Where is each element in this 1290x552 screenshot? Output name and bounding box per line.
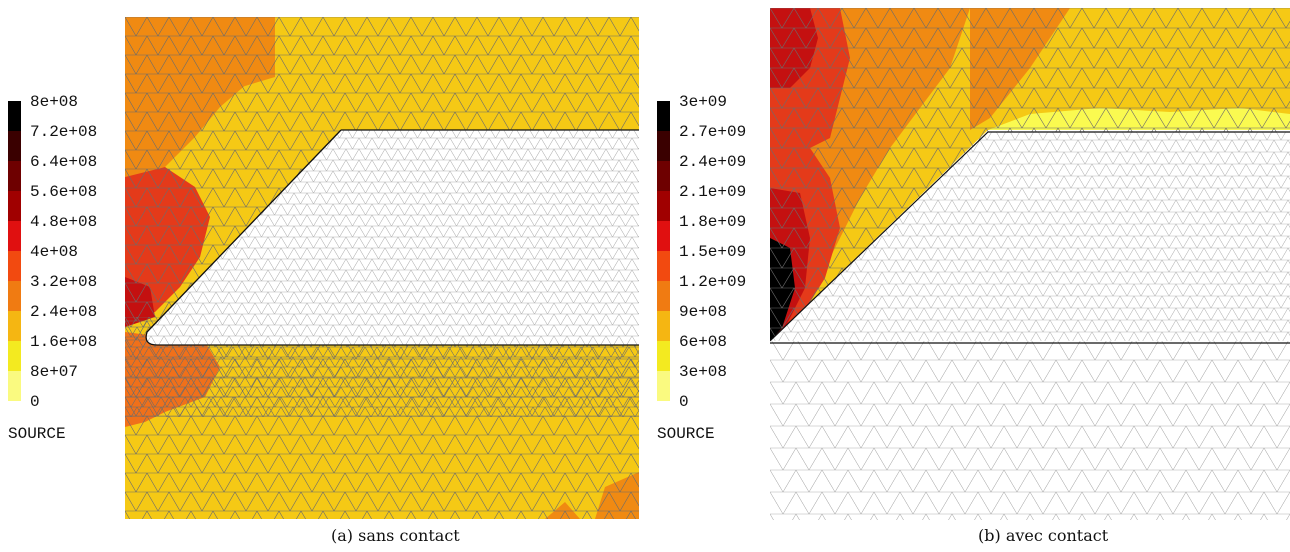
colorbar-tick-label: 2.4e+08 [30, 303, 98, 321]
mesh-svg-b [770, 8, 1290, 520]
tool-insert-mesh [146, 130, 639, 345]
colorbar-title: SOURCE [657, 425, 715, 443]
colorbar-b [657, 101, 670, 401]
colorbar-swatch [657, 371, 670, 401]
colorbar-tick-label: 9e+08 [679, 303, 728, 321]
colorbar-swatch [8, 371, 21, 401]
colorbar-labels-a: 8e+08 7.2e+08 6.4e+08 5.6e+08 4.8e+08 4e… [30, 93, 98, 425]
colorbar-tick-label: 2.7e+09 [679, 123, 747, 141]
colorbar-swatch [657, 101, 670, 131]
colorbar-swatch [657, 161, 670, 191]
colorbar-tick-label: 3e+08 [679, 363, 728, 381]
tool-insert-mesh [770, 132, 1290, 341]
colorbar-tick-label: 1.5e+09 [679, 243, 747, 261]
colorbar-tick-label: 2.1e+09 [679, 183, 747, 201]
colorbar-swatch [8, 341, 21, 371]
mesh-plot-a [125, 17, 639, 519]
colorbar-swatch [8, 221, 21, 251]
colorbar-tick-label: 7.2e+08 [30, 123, 98, 141]
colorbar-swatch [657, 131, 670, 161]
caption-a: (a) sans contact [331, 526, 460, 545]
panel-sans-contact: 8e+08 7.2e+08 6.4e+08 5.6e+08 4.8e+08 4e… [8, 17, 639, 545]
colorbar-swatch [8, 101, 21, 131]
tool-outline [770, 131, 1290, 344]
mesh-svg-a [125, 17, 639, 519]
caption-b: (b) avec contact [978, 526, 1109, 545]
colorbar-swatch [657, 191, 670, 221]
colorbar-swatch [8, 281, 21, 311]
colorbar-tick-label: 3.2e+08 [30, 273, 98, 291]
colorbar-swatch [657, 221, 670, 251]
colorbar-tick-label: 6e+08 [679, 333, 728, 351]
colorbar-tick-label: 4.8e+08 [30, 213, 98, 231]
colorbar-tick-label: 3e+09 [679, 93, 728, 111]
tool-outline [145, 129, 639, 346]
colorbar-swatch [657, 341, 670, 371]
colorbar-swatch [8, 251, 21, 281]
colorbar-tick-label: 0 [30, 393, 40, 411]
colorbar-tick-label: 4e+08 [30, 243, 79, 261]
colorbar-swatch [657, 251, 670, 281]
colorbar-tick-label: 5.6e+08 [30, 183, 98, 201]
mesh-plot-b [770, 8, 1290, 520]
colorbar-tick-label: 8e+08 [30, 93, 79, 111]
colorbar-swatch [8, 161, 21, 191]
colorbar-tick-label: 8e+07 [30, 363, 79, 381]
panel-avec-contact: 3e+09 2.7e+09 2.4e+09 2.1e+09 1.8e+09 1.… [645, 0, 1290, 552]
colorbar-labels-b: 3e+09 2.7e+09 2.4e+09 2.1e+09 1.8e+09 1.… [679, 93, 747, 425]
colorbar-swatch [8, 311, 21, 341]
colorbar-a [8, 101, 21, 401]
colorbar-title: SOURCE [8, 425, 66, 443]
colorbar-tick-label: 1.6e+08 [30, 333, 98, 351]
colorbar-swatch [8, 131, 21, 161]
colorbar-tick-label: 1.2e+09 [679, 273, 747, 291]
colorbar-swatch [657, 311, 670, 341]
colorbar-swatch [8, 191, 21, 221]
colorbar-swatch [657, 281, 670, 311]
workpiece-mesh [770, 341, 1290, 520]
colorbar-tick-label: 1.8e+09 [679, 213, 747, 231]
colorbar-tick-label: 2.4e+09 [679, 153, 747, 171]
colorbar-tick-label: 6.4e+08 [30, 153, 98, 171]
colorbar-tick-label: 0 [679, 393, 689, 411]
